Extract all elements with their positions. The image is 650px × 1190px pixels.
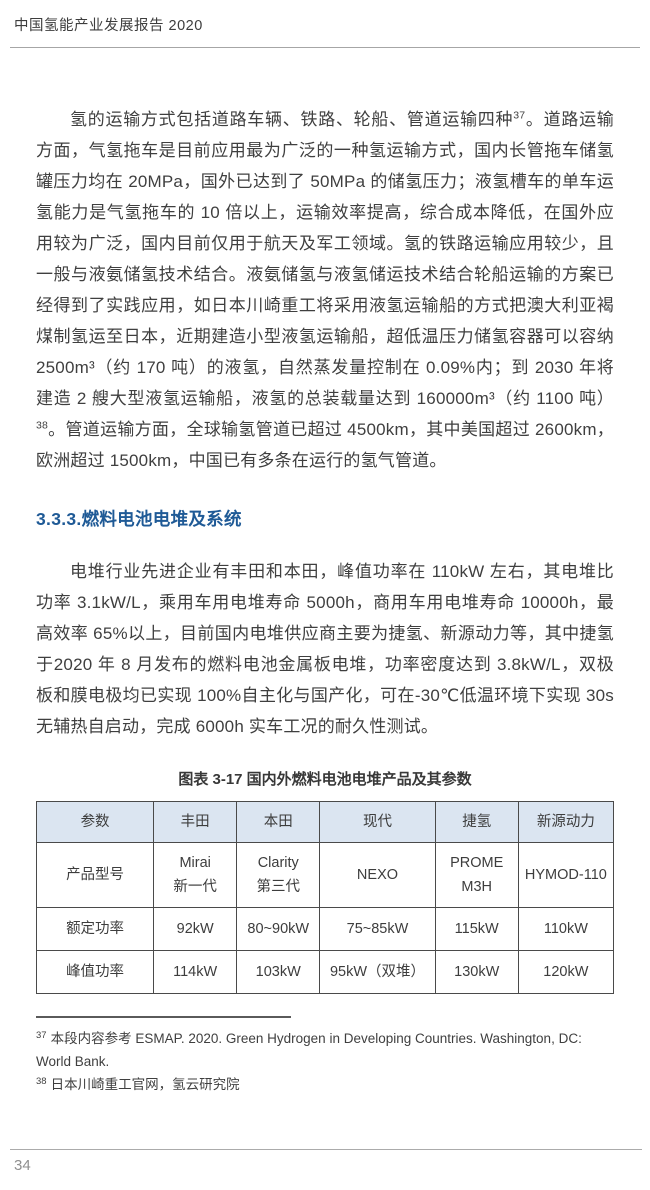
table-cell: 产品型号 xyxy=(35,842,155,908)
table-caption: 图表 3-17 国内外燃料电池电堆产品及其参数 xyxy=(178,771,472,788)
page-header: 中国氢能产业发展报告 2020 xyxy=(10,0,640,48)
table-cell: PROME M3H xyxy=(434,842,519,908)
table-cell: 92kW xyxy=(153,907,238,951)
table-cell: 120kW xyxy=(517,950,615,994)
table-cell: 114kW xyxy=(153,950,238,994)
footnote-text: 日本川崎重工官网，氢云研究院 xyxy=(50,1077,240,1092)
table-cell: 103kW xyxy=(236,950,321,994)
footnote-marker: 38 xyxy=(36,1075,47,1087)
table-header-row: 参数 丰田 本田 现代 捷氢 新源动力 xyxy=(35,801,615,843)
table-header-cell: 本田 xyxy=(236,801,321,843)
table-row-peak-power: 峰值功率 114kW 103kW 95kW（双堆） 130kW 120kW xyxy=(35,950,615,994)
footnote-divider xyxy=(36,1016,291,1018)
table-cell: 额定功率 xyxy=(35,907,155,951)
table-row-product-model: 产品型号 Mirai 新一代 Clarity 第三代 NEXO PROME M3… xyxy=(35,842,615,908)
footnote-text: 本段内容参考 ESMAP. 2020. Green Hydrogen in De… xyxy=(36,1031,582,1069)
table-cell: Mirai 新一代 xyxy=(153,842,238,908)
table-cell: 峰值功率 xyxy=(35,950,155,994)
table-cell: 80~90kW xyxy=(236,907,321,951)
table-cell: 75~85kW xyxy=(319,907,436,951)
table-cell: HYMOD-110 xyxy=(517,842,615,908)
paragraph-text: 。管道运输方面，全球输氢管道已超过 4500km，其中美国超过 2600km，欧… xyxy=(36,420,614,470)
paragraph-text: 氢的运输方式包括道路车辆、铁路、轮船、管道运输四种 xyxy=(70,110,514,129)
table-cell: 115kW xyxy=(434,907,519,951)
table-cell: 110kW xyxy=(517,907,615,951)
table-cell: Clarity 第三代 xyxy=(236,842,321,908)
paragraph-hydrogen-transport: 氢的运输方式包括道路车辆、铁路、轮船、管道运输四种37。道路运输方面，气氢拖车是… xyxy=(36,104,614,476)
table-cell: 95kW（双堆） xyxy=(319,950,436,994)
table-cell: 130kW xyxy=(434,950,519,994)
table-row-rated-power: 额定功率 92kW 80~90kW 75~85kW 115kW 110kW xyxy=(35,907,615,951)
page-body: 氢的运输方式包括道路车辆、铁路、轮船、管道运输四种37。道路运输方面，气氢拖车是… xyxy=(0,104,650,1096)
report-title: 中国氢能产业发展报告 2020 xyxy=(14,18,203,34)
section-heading-3-3-3: 3.3.3.燃料电池电堆及系统 xyxy=(36,509,242,529)
footnotes-section: 37 本段内容参考 ESMAP. 2020. Green Hydrogen in … xyxy=(36,1016,614,1096)
page-number: 34 xyxy=(14,1157,31,1174)
footnote-38: 38 日本川崎重工官网，氢云研究院 xyxy=(36,1073,614,1096)
table-header-cell: 参数 xyxy=(35,801,155,843)
table-cell: NEXO xyxy=(319,842,436,908)
page-footer: 34 xyxy=(10,1149,642,1190)
table-header-cell: 丰田 xyxy=(153,801,238,843)
paragraph-text: 。道路运输方面，气氢拖车是目前应用最为广泛的一种氢运输方式，国内长管拖车储氢罐压… xyxy=(36,110,615,408)
table-header-cell: 现代 xyxy=(319,801,436,843)
footnote-marker: 37 xyxy=(36,1029,47,1041)
table-header-cell: 捷氢 xyxy=(434,801,519,843)
footnote-ref-37: 37 xyxy=(513,109,526,122)
footnote-ref-38: 38 xyxy=(36,419,49,432)
table-header-cell: 新源动力 xyxy=(517,801,615,843)
paragraph-fuel-cell-stack: 电堆行业先进企业有丰田和本田，峰值功率在 110kW 左右，其电堆比功率 3.1… xyxy=(36,562,614,736)
fuel-cell-stack-table: 参数 丰田 本田 现代 捷氢 新源动力 产品型号 Mirai 新一代 Clari… xyxy=(35,801,615,994)
footnote-37: 37 本段内容参考 ESMAP. 2020. Green Hydrogen in … xyxy=(36,1027,614,1073)
